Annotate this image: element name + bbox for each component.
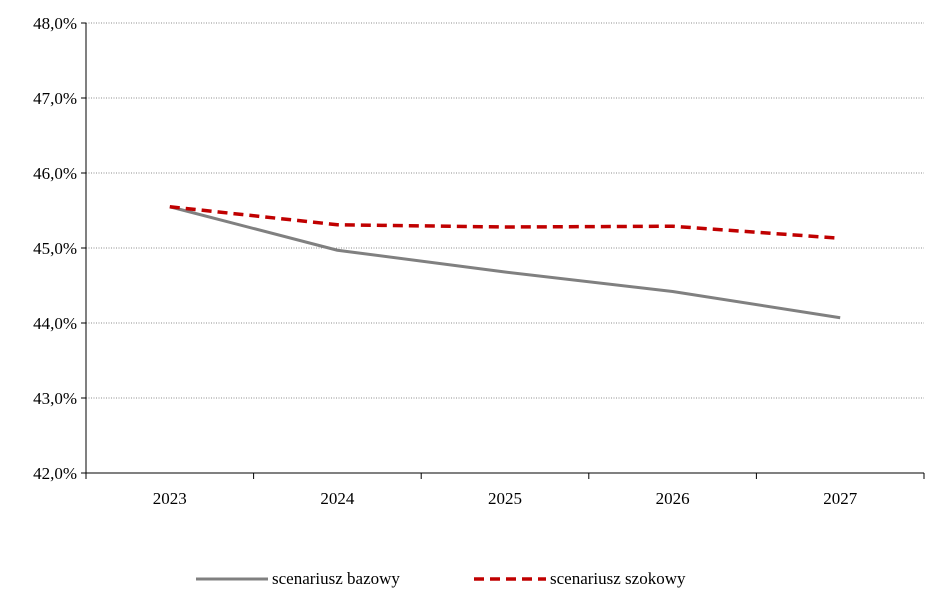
- y-tick-label: 46,0%: [33, 164, 77, 183]
- x-tick-labels: 2023 2024 2025 2026 2027: [153, 489, 858, 508]
- y-tick-label: 42,0%: [33, 464, 77, 483]
- x-tick-label: 2025: [488, 489, 522, 508]
- x-tick-label: 2024: [320, 489, 355, 508]
- legend-label-bazowy: scenariusz bazowy: [272, 569, 400, 588]
- legend: scenariusz bazowy scenariusz szokowy: [196, 569, 686, 588]
- grid-lines: [86, 22, 924, 399]
- x-tick-label: 2023: [153, 489, 187, 508]
- y-tick-label: 44,0%: [33, 314, 77, 333]
- x-tick-label: 2026: [656, 489, 690, 508]
- legend-label-szokowy: scenariusz szokowy: [550, 569, 686, 588]
- y-tick-label: 47,0%: [33, 89, 77, 108]
- series-line-bazowy: [169, 205, 841, 320]
- series-line-szokowy: [169, 205, 841, 240]
- axes: [81, 22, 925, 479]
- y-tick-label: 45,0%: [33, 239, 77, 258]
- y-tick-label: 43,0%: [33, 389, 77, 408]
- y-tick-labels: 42,0% 43,0% 44,0% 45,0% 46,0% 47,0% 48,0%: [33, 14, 77, 483]
- series-lines: [169, 205, 841, 320]
- y-tick-label: 48,0%: [33, 14, 77, 33]
- x-tick-label: 2027: [823, 489, 858, 508]
